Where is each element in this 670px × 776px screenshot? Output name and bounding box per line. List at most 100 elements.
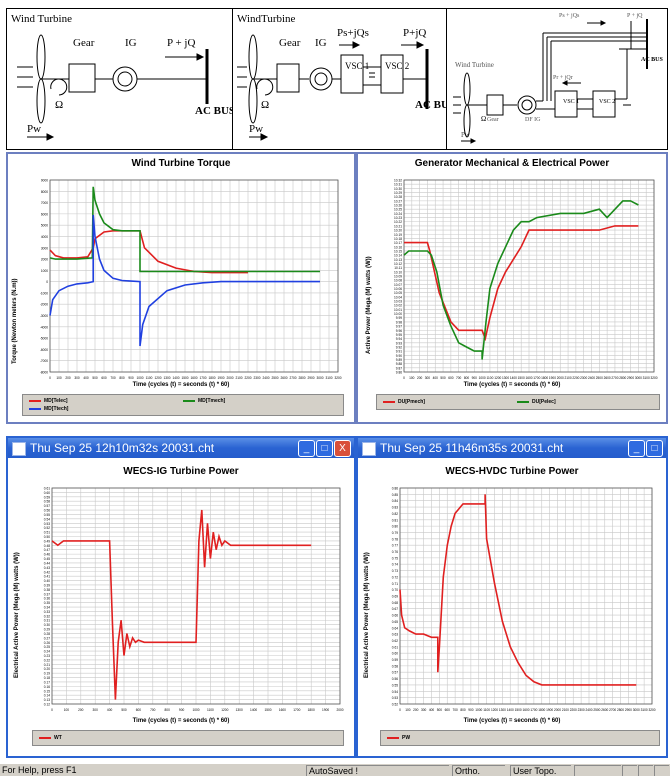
genpower-chart: 9.869.879.889.899.909.919.929.939.949.95… [394, 179, 658, 381]
y-tick-label: 9.96 [396, 329, 402, 333]
y-tick-label: 0 [46, 280, 48, 284]
y-tick-label: 10.27 [394, 199, 402, 203]
ig-window-titlebar[interactable]: Thu Sep 25 12h10m32s 20031.cht _ □ X [8, 438, 354, 458]
x-tick-label: 1600 [525, 376, 532, 380]
x-tick-label: 1100 [487, 376, 494, 380]
x-tick-label: 900 [472, 376, 478, 380]
x-tick-label: 3000 [635, 376, 642, 380]
y-tick-label: 0.18 [44, 676, 50, 680]
y-tick-label: 0.50 [44, 535, 50, 539]
minimize-button[interactable]: _ [298, 440, 315, 457]
legend-item-pmech: DU[Pmech] [383, 399, 425, 405]
x-tick-label: 2700 [609, 708, 616, 712]
x-tick-label: 1700 [293, 708, 300, 712]
x-tick-label: 1100 [483, 708, 490, 712]
hvdc-window-titlebar[interactable]: Thu Sep 25 11h46m35s 20031.cht _ □ [358, 438, 666, 458]
y-tick-label: 0.25 [44, 645, 50, 649]
close-button[interactable]: X [334, 440, 351, 457]
minimize-button[interactable]: _ [628, 440, 645, 457]
x-tick-label: 0 [51, 708, 53, 712]
hvdc-legend: PW [380, 730, 660, 746]
x-tick-label: 1100 [146, 376, 153, 380]
y-tick-label: 0.59 [392, 658, 398, 662]
x-tick-label: 700 [456, 376, 462, 380]
y-tick-label: 0.22 [44, 658, 50, 662]
diagram-hvdc-pw-label: Pw [249, 123, 264, 135]
x-tick-label: 800 [460, 708, 466, 712]
x-tick-label: 1800 [308, 708, 315, 712]
diagram-dfig-vsc2-label: VSC 2 [599, 99, 616, 105]
y-tick-label: 0.55 [44, 513, 50, 517]
y-tick-label: 0.39 [44, 583, 50, 587]
y-tick-label: 10.22 [394, 220, 402, 224]
hvdc-window: Thu Sep 25 11h46m35s 20031.cht _ □ WECS-… [356, 436, 668, 758]
x-tick-label: 2100 [565, 376, 572, 380]
y-tick-label: 8000 [41, 190, 48, 194]
y-tick-label: 0.30 [44, 623, 50, 627]
series-line-mdttech [49, 214, 320, 347]
y-tick-label: 10.30 [394, 187, 402, 191]
y-tick-label: 0.66 [392, 614, 398, 618]
x-tick-label: 800 [165, 708, 171, 712]
x-tick-label: 2400 [585, 708, 592, 712]
y-tick-label: 0.54 [392, 690, 398, 694]
x-tick-label: 2300 [580, 376, 587, 380]
y-tick-label: 10.08 [394, 279, 402, 283]
diagram-hvdc-vsc2-label: VSC 2 [385, 61, 410, 71]
x-tick-label: 100 [409, 376, 415, 380]
y-tick-label: 0.78 [392, 537, 398, 541]
y-tick-label: 0.55 [392, 683, 398, 687]
y-tick-label: 10.04 [394, 295, 402, 299]
y-tick-label: -8000 [40, 371, 48, 375]
y-tick-label: 0.63 [392, 633, 398, 637]
x-tick-label: 1900 [217, 376, 224, 380]
diagram-ig-gear-label: Gear [73, 37, 95, 49]
maximize-button[interactable]: □ [646, 440, 663, 457]
y-tick-label: 9.90 [396, 354, 402, 358]
diagram-ig: Wind Turbine Gear IG P + jQ Ω AC BUS Pw [6, 8, 235, 150]
y-tick-label: 10.06 [394, 287, 402, 291]
diagram-ig-ig-label: IG [125, 37, 137, 49]
y-tick-label: 0.70 [392, 588, 398, 592]
y-tick-label: 0.58 [44, 500, 50, 504]
y-tick-label: 9.93 [396, 341, 402, 345]
x-tick-label: 200 [413, 708, 419, 712]
y-tick-label: 0.68 [392, 601, 398, 605]
y-tick-label: 9.88 [396, 362, 402, 366]
y-tick-label: 9.92 [396, 345, 402, 349]
diagram-hvdc-bus-label: AC BUS [415, 99, 456, 111]
x-tick-label: 3100 [325, 376, 332, 380]
status-ortho[interactable]: Ortho. [452, 765, 505, 776]
maximize-button[interactable]: □ [316, 440, 333, 457]
status-cell-empty-2 [622, 765, 637, 776]
y-tick-label: 0.52 [44, 526, 50, 530]
x-tick-label: 900 [468, 708, 474, 712]
y-tick-label: 0.47 [44, 548, 50, 552]
y-tick-label: 0.84 [392, 499, 398, 503]
y-tick-label: 10.03 [394, 300, 402, 304]
y-tick-label: 10.26 [394, 204, 402, 208]
y-tick-label: 10.20 [394, 229, 402, 233]
x-tick-label: 1900 [322, 708, 329, 712]
y-tick-label: 0.37 [44, 592, 50, 596]
status-user-topo[interactable]: User Topo. [510, 765, 571, 776]
series-line-mdtmech [49, 186, 320, 273]
x-tick-label: 1200 [154, 376, 161, 380]
y-tick-label: 10.25 [394, 208, 402, 212]
x-tick-label: 1400 [172, 376, 179, 380]
x-tick-label: 1500 [515, 708, 522, 712]
x-tick-label: 2700 [611, 376, 618, 380]
y-tick-label: 0.61 [392, 645, 398, 649]
diagram-dfig-dfig-label: DF IG [525, 117, 541, 123]
torque-chart-xlabel: Time (cycles (t) = seconds (t) * 60) [132, 382, 230, 388]
x-tick-label: 3200 [334, 376, 341, 380]
y-tick-label: 9000 [41, 179, 48, 183]
y-tick-label: 9.98 [396, 320, 402, 324]
x-tick-label: 1300 [163, 376, 170, 380]
x-tick-label: 1300 [502, 376, 509, 380]
x-tick-label: 800 [119, 376, 125, 380]
x-tick-label: 3000 [316, 376, 323, 380]
genpower-chart-title: Generator Mechanical & Electrical Power [414, 158, 610, 169]
y-tick-label: 10.10 [394, 270, 402, 274]
y-tick-label: 10.16 [394, 245, 402, 249]
